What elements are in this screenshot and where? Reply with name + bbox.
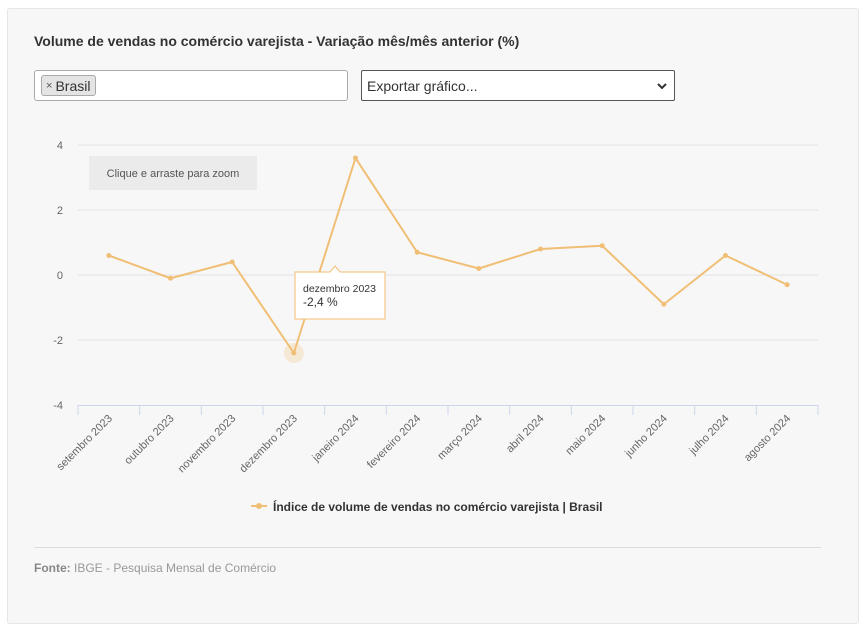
y-tick-label: 0: [57, 270, 63, 282]
data-point: [723, 253, 728, 258]
chevron-down-icon: [657, 83, 667, 90]
zoom-hint-text: Clique e arraste para zoom: [107, 168, 240, 180]
x-tick-label: outubro 2023: [122, 413, 176, 467]
x-tick-label: maio 2024: [563, 413, 608, 458]
export-select-value: Exportar gráfico...: [367, 77, 478, 94]
source-divider: [34, 547, 821, 548]
filter-tag-brasil: × Brasil: [41, 75, 97, 96]
data-point: [106, 253, 112, 258]
tooltip-label: dezembro 2023: [303, 283, 376, 295]
x-tick-label: novembro 2023: [176, 413, 239, 476]
source-text: IBGE - Pesquisa Mensal de Comércio: [74, 561, 277, 575]
x-tick-label: agosto 2024: [742, 413, 793, 464]
data-point: [538, 246, 543, 252]
x-tick-label: abril 2024: [504, 413, 547, 456]
y-tick-label: 4: [57, 140, 63, 152]
y-tick-label: 2: [57, 205, 63, 217]
data-point: [784, 282, 790, 288]
legend-marker-icon: [256, 503, 262, 509]
y-tick-label: -4: [53, 400, 63, 412]
y-tick-label: -2: [53, 335, 63, 347]
country-filter-input[interactable]: × Brasil: [34, 70, 348, 101]
data-point: [599, 243, 605, 249]
legend-label: Índice de volume de vendas no comércio v…: [273, 499, 602, 514]
tooltip-value: -2,4 %: [303, 295, 338, 309]
data-point: [476, 266, 482, 271]
x-tick-label: janeiro 2024: [310, 413, 362, 465]
data-point: [353, 155, 358, 161]
source-note: Fonte: IBGE - Pesquisa Mensal de Comérci…: [34, 561, 276, 575]
x-tick-label: junho 2024: [622, 413, 670, 461]
source-label: Fonte:: [34, 561, 71, 575]
chart-title: Volume de vendas no comércio varejista -…: [34, 33, 520, 49]
tooltip: dezembro 2023 -2,4 %: [294, 265, 386, 320]
chart-card: [7, 8, 859, 624]
legend[interactable]: Índice de volume de vendas no comércio v…: [251, 499, 602, 514]
x-tick-label: julho 2024: [687, 413, 732, 458]
export-chart-select[interactable]: Exportar gráfico...: [361, 70, 675, 101]
data-point: [229, 259, 235, 265]
x-tick-label: março 2024: [435, 413, 485, 463]
x-tick-label: dezembro 2023: [237, 413, 300, 476]
data-point: [168, 275, 173, 281]
remove-tag-icon[interactable]: ×: [46, 79, 53, 92]
data-point: [414, 249, 420, 255]
data-point: [291, 350, 297, 356]
filter-tag-label: Brasil: [55, 77, 91, 94]
zoom-hint: Clique e arraste para zoom: [89, 156, 257, 190]
x-tick-label: fevereiro 2024: [365, 413, 423, 471]
x-tick-label: setembro 2023: [55, 413, 115, 473]
data-point: [661, 301, 667, 307]
line-chart[interactable]: 4 2 0 -2 -4 setembro 2023 outubro 2023 novembr…: [0, 0, 868, 545]
series-line: [108, 157, 788, 354]
